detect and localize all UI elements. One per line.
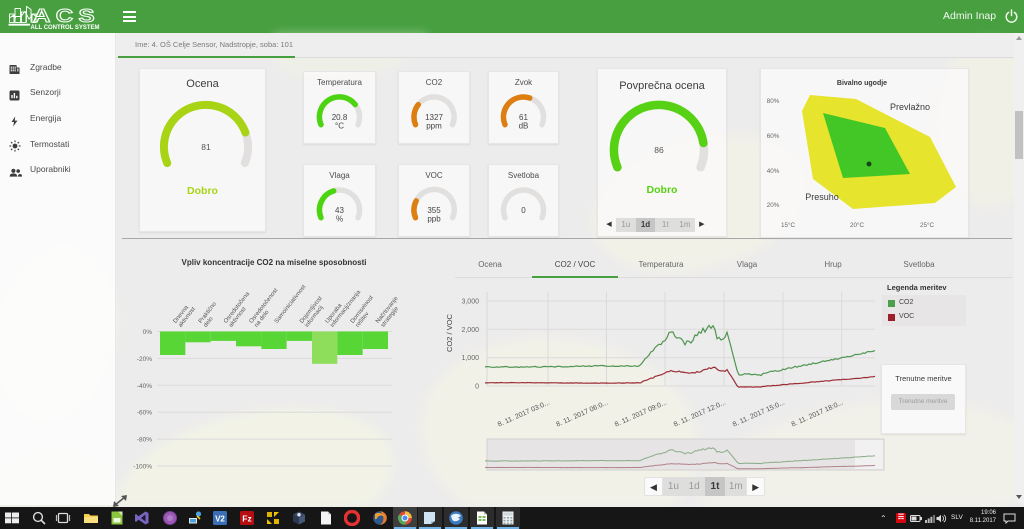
- svg-text:-100%: -100%: [133, 464, 152, 471]
- svg-text:0: 0: [521, 206, 526, 215]
- svg-text:20°C: 20°C: [850, 221, 865, 229]
- svg-text:Svetloba: Svetloba: [508, 171, 540, 180]
- svg-text:Bivalno ugodje: Bivalno ugodje: [837, 80, 887, 87]
- svg-text:0: 0: [475, 384, 479, 391]
- svg-text:ppm: ppm: [426, 122, 442, 131]
- svg-text:355: 355: [427, 206, 441, 215]
- svg-text:25°C: 25°C: [920, 221, 935, 229]
- svg-text:61: 61: [519, 113, 528, 122]
- svg-text:1327: 1327: [425, 113, 443, 122]
- svg-text:8. 11. 2017 09:0...: 8. 11. 2017 09:0...: [614, 399, 668, 428]
- svg-text:80%: 80%: [767, 98, 780, 105]
- svg-text:43: 43: [335, 206, 344, 215]
- svg-text:8. 11. 2017 12:0...: 8. 11. 2017 12:0...: [673, 399, 727, 428]
- svg-text:ACS: ACS: [33, 6, 100, 26]
- svg-text:60%: 60%: [767, 133, 780, 140]
- svg-text:8. 11. 2017 18:0...: 8. 11. 2017 18:0...: [791, 399, 845, 428]
- svg-text:ALL CONTROL SYSTEM: ALL CONTROL SYSTEM: [31, 24, 100, 31]
- svg-text:V2: V2: [215, 515, 225, 524]
- svg-text:Temperatura: Temperatura: [317, 78, 362, 87]
- svg-text:Zvok: Zvok: [515, 78, 533, 87]
- svg-text:CO2: CO2: [426, 78, 443, 87]
- svg-text:8. 11. 2017 15:0...: 8. 11. 2017 15:0...: [732, 399, 786, 428]
- svg-text:2,000: 2,000: [461, 327, 479, 334]
- svg-text:ppb: ppb: [427, 215, 441, 224]
- svg-text:Presuho: Presuho: [805, 192, 839, 202]
- svg-text:1,000: 1,000: [461, 355, 479, 362]
- svg-text:°C: °C: [335, 122, 344, 131]
- svg-text:Vlaga: Vlaga: [329, 171, 350, 180]
- svg-text:81: 81: [201, 142, 211, 152]
- svg-text:3,000: 3,000: [461, 299, 479, 306]
- svg-text:-20%: -20%: [137, 356, 152, 363]
- svg-text:dB: dB: [519, 122, 529, 131]
- svg-text:0%: 0%: [143, 329, 153, 336]
- svg-text:Vpliv koncentracije CO2 na mis: Vpliv koncentracije CO2 na miselne sposo…: [182, 258, 367, 267]
- svg-text:20%: 20%: [767, 202, 780, 209]
- svg-text:8. 11. 2017 06:0...: 8. 11. 2017 06:0...: [555, 399, 609, 428]
- svg-text:-60%: -60%: [137, 410, 152, 417]
- svg-text:Fz: Fz: [242, 514, 251, 524]
- svg-text:VOC: VOC: [425, 171, 443, 180]
- svg-text:15°C: 15°C: [781, 221, 796, 229]
- svg-text:-40%: -40%: [137, 383, 152, 390]
- svg-text:CO2 / VOC: CO2 / VOC: [445, 313, 454, 352]
- svg-text:Prevlažno: Prevlažno: [890, 102, 930, 112]
- svg-text:86: 86: [654, 145, 664, 155]
- svg-text:20.8: 20.8: [332, 113, 348, 122]
- svg-text:40%: 40%: [767, 168, 780, 175]
- svg-text:%: %: [336, 215, 343, 224]
- svg-text:8. 11. 2017 03:0...: 8. 11. 2017 03:0...: [497, 399, 551, 428]
- svg-text:-80%: -80%: [137, 437, 152, 444]
